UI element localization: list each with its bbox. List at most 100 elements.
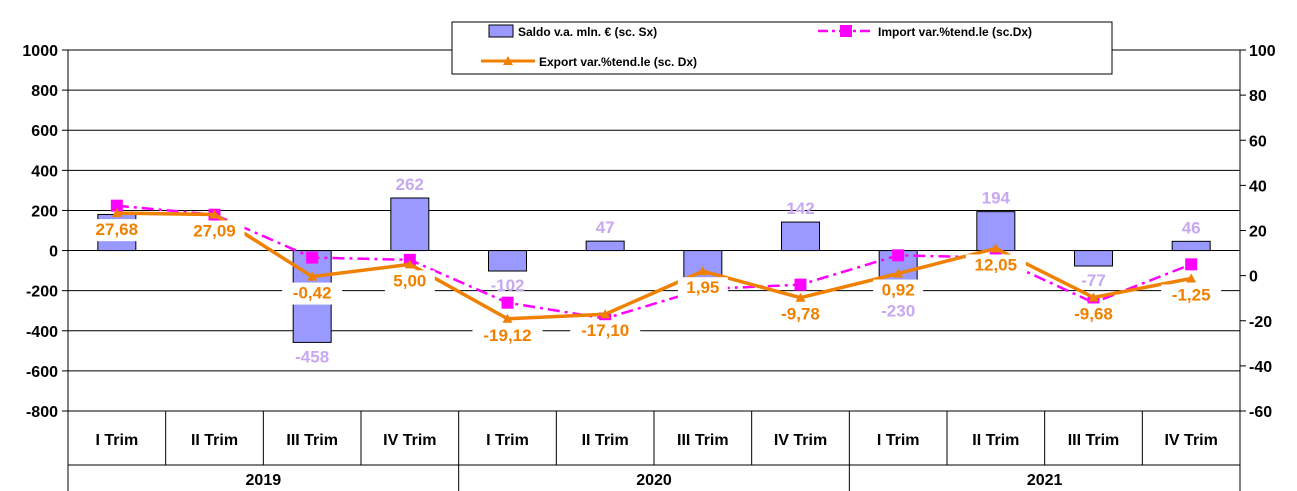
export-value-label: 1,95 (686, 278, 719, 297)
left-tick-label: 200 (31, 203, 58, 220)
import-series (110, 199, 1198, 325)
export-marker (307, 271, 318, 281)
import-marker (110, 199, 123, 212)
category-label: IV Trim (383, 432, 436, 449)
category-label: IV Trim (1164, 432, 1217, 449)
export-label-bg (965, 254, 1026, 277)
category-label: III Trim (677, 432, 729, 449)
bar (1171, 240, 1211, 252)
category-label: II Trim (191, 432, 238, 449)
export-marker (209, 209, 220, 219)
export-marker (404, 259, 415, 269)
export-marker (1088, 292, 1099, 302)
export-label-bg (873, 279, 924, 302)
export-label-bg (282, 282, 343, 305)
export-label-bg (184, 220, 245, 243)
export-marker (990, 243, 1001, 253)
export-value-label: 27,68 (96, 220, 139, 239)
left-tick-label: 800 (31, 83, 58, 100)
right-tick-label: 0 (1249, 269, 1258, 286)
left-tick-label: -600 (26, 364, 58, 381)
right-tick-label: 20 (1249, 224, 1267, 241)
category-label: II Trim (972, 432, 1019, 449)
import-marker (306, 251, 319, 264)
export-value-label: 5,00 (393, 271, 426, 290)
left-tick-label: -800 (26, 404, 58, 421)
left-tick-label: -200 (26, 284, 58, 301)
right-tick-label: 60 (1249, 133, 1267, 150)
export-marker (1186, 273, 1197, 283)
data-labels: -458 262 -102 47 142 -230 194 -77 46 27,68 27,09 -0… (86, 175, 1222, 366)
export-marker (502, 313, 513, 323)
bar (781, 221, 820, 252)
bar-value-label: 142 (786, 199, 814, 218)
export-label-bg (1161, 284, 1222, 307)
legend-export-marker (503, 56, 513, 65)
export-label-bg (384, 270, 435, 293)
left-tick-label: 400 (31, 163, 58, 180)
export-label-bg (86, 219, 147, 242)
bar-value-label: 262 (396, 175, 424, 194)
category-label: I Trim (486, 432, 529, 449)
legend-import-marker (840, 25, 852, 37)
bar-value-label: 46 (1182, 218, 1201, 237)
left-tick-label: 0 (49, 244, 58, 261)
bar (1074, 250, 1113, 267)
export-value-label: -17,10 (581, 321, 629, 340)
export-value-label: 27,09 (193, 222, 236, 241)
export-marker (111, 208, 122, 218)
left-tick-label: 1000 (22, 43, 58, 60)
category-axis: I Trim II Trim III Trim IV Trim I Trim II Tri… (67, 411, 1241, 491)
import-marker (501, 296, 514, 309)
right-tick-label: -20 (1249, 314, 1272, 331)
left-tick-label: 600 (31, 123, 58, 140)
right-tick-label: 80 (1249, 88, 1267, 105)
bar-value-label: 194 (982, 189, 1011, 208)
legend-bar-swatch (488, 24, 514, 38)
category-label: IV Trim (774, 432, 827, 449)
export-value-label: -9,68 (1074, 304, 1113, 323)
legend-bar-label: Saldo v.a. mln. € (sc. Sx) (518, 25, 657, 39)
right-tick-label: 40 (1249, 178, 1267, 195)
bars (97, 197, 1211, 343)
bar (488, 250, 527, 272)
export-value-label: -0,42 (293, 284, 332, 303)
bar-value-label: -77 (1081, 271, 1106, 290)
export-label-bg (770, 303, 831, 326)
export-label-bg (677, 277, 728, 300)
bar (585, 240, 625, 252)
import-marker (1185, 258, 1198, 271)
right-tick-label: -60 (1249, 404, 1272, 421)
year-label: 2019 (246, 472, 282, 489)
bar-value-label: -230 (881, 302, 915, 321)
legend-import-label: Import var.%tend.le (sc.Dx) (878, 25, 1032, 39)
legend-box (451, 21, 1113, 75)
import-marker (794, 278, 807, 291)
export-label-bg (472, 324, 543, 347)
import-marker (892, 249, 905, 262)
legend-export-label: Export var.%tend.le (sc. Dx) (539, 55, 697, 69)
bar-value-label: -458 (295, 347, 329, 366)
export-label-bg (1063, 303, 1124, 326)
export-marker (697, 266, 708, 276)
category-label: III Trim (286, 432, 338, 449)
export-marker (893, 268, 904, 278)
export-label-bg (570, 320, 641, 343)
export-value-label: 12,05 (975, 255, 1018, 274)
category-label: III Trim (1068, 432, 1120, 449)
bar (390, 197, 430, 252)
import-line (116, 204, 1192, 320)
export-value-label: -1,25 (1172, 285, 1211, 304)
right-tick-label: -40 (1249, 359, 1272, 376)
export-marker (795, 292, 806, 302)
export-value-label: 0,92 (882, 281, 915, 300)
right-axis-ticks: 100 80 60 40 20 0 -20 -40 -60 (1240, 43, 1276, 421)
left-axis-ticks: 1000 800 600 400 200 0 -200 -400 -600 -800 (22, 43, 68, 421)
category-label: I Trim (95, 432, 138, 449)
export-marker (600, 309, 611, 319)
export-value-label: -9,78 (781, 305, 820, 324)
year-label: 2020 (636, 472, 672, 489)
category-label: II Trim (582, 432, 629, 449)
year-label: 2021 (1027, 472, 1063, 489)
